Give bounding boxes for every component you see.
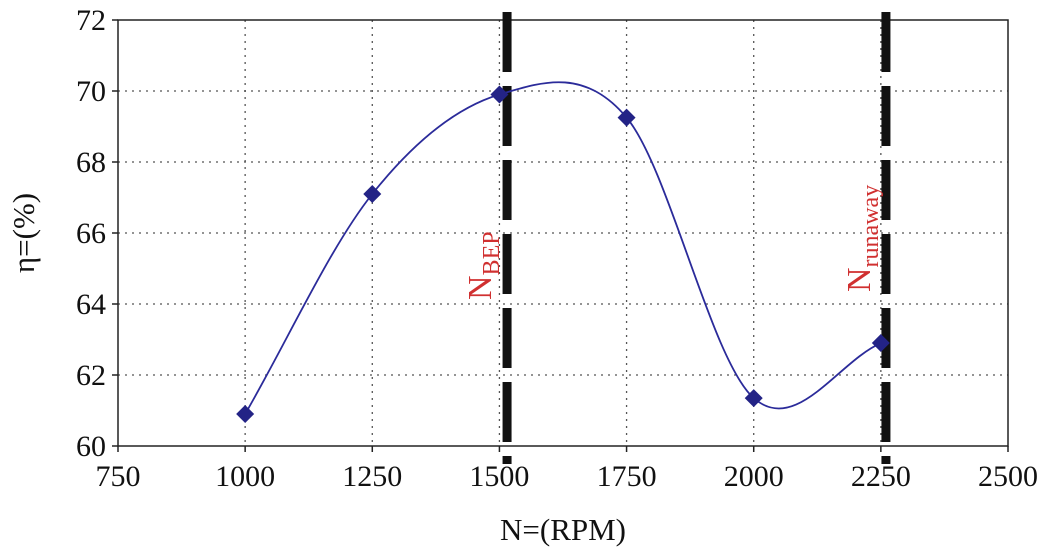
y-tick-label: 68 bbox=[76, 146, 106, 179]
data-point-marker bbox=[617, 108, 636, 127]
y-tick-label: 62 bbox=[76, 359, 106, 392]
vertical-marker-label: Nrunaway bbox=[841, 185, 884, 292]
x-tick-label: 2000 bbox=[724, 460, 784, 493]
x-tick-label: 1250 bbox=[342, 460, 402, 493]
vertical-markers bbox=[502, 12, 891, 464]
x-tick-label: 2250 bbox=[851, 460, 911, 493]
x-tick-labels: 750 1000 1250 1500 1750 2000 2250 2500 bbox=[96, 460, 1039, 493]
x-tick-label: 1000 bbox=[215, 460, 275, 493]
x-tick-label: 2500 bbox=[978, 460, 1038, 493]
vertical-marker-label-main: N bbox=[462, 275, 499, 300]
data-point-marker bbox=[363, 184, 382, 203]
vertical-marker-label-sub: BEP bbox=[479, 231, 505, 275]
data-point-marker bbox=[744, 389, 763, 408]
data-point-marker bbox=[871, 334, 890, 353]
vertical-marker-label-sub: runaway bbox=[858, 185, 884, 268]
y-tick-label: 72 bbox=[76, 4, 106, 37]
x-tick-label: 1500 bbox=[469, 460, 529, 493]
x-tick-label: 1750 bbox=[597, 460, 657, 493]
y-axis-title: η=(%) bbox=[6, 193, 41, 273]
data-markers bbox=[236, 85, 890, 424]
y-tick-label: 64 bbox=[76, 288, 106, 321]
x-axis-title: N=(RPM) bbox=[500, 512, 626, 547]
tick-marks bbox=[112, 19, 1009, 452]
y-tick-label: 70 bbox=[76, 75, 106, 108]
y-tick-labels: 60 62 64 66 68 70 72 bbox=[76, 4, 106, 463]
efficiency-curve bbox=[244, 81, 882, 415]
vertical-marker-label: NBEP bbox=[462, 231, 505, 300]
x-tick-label: 750 bbox=[96, 460, 141, 493]
data-point-marker bbox=[490, 85, 509, 104]
vertical-marker-label-main: N bbox=[841, 267, 878, 292]
y-tick-label: 60 bbox=[76, 430, 106, 463]
y-tick-label: 66 bbox=[76, 217, 106, 250]
data-point-marker bbox=[236, 405, 255, 424]
